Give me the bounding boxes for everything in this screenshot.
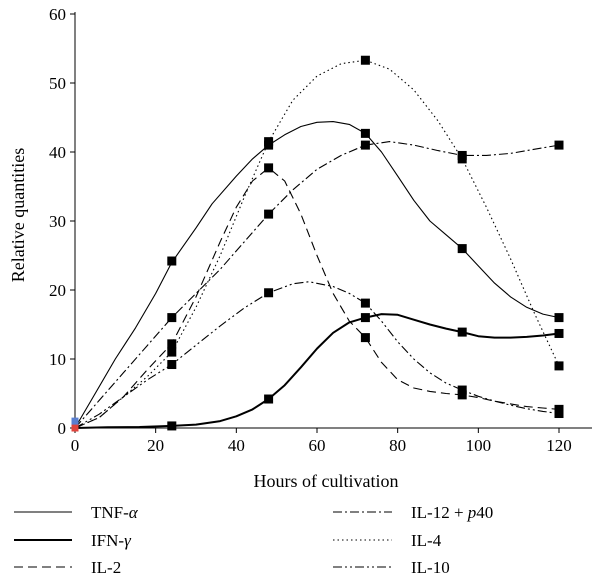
data-point-marker — [264, 209, 274, 219]
data-point-marker — [457, 385, 467, 395]
data-point-marker — [167, 347, 177, 357]
x-tick-label: 100 — [466, 436, 492, 455]
data-markers — [71, 55, 564, 432]
series-lines — [74, 59, 560, 429]
y-tick-label: 40 — [49, 143, 66, 162]
data-point-marker — [457, 154, 467, 164]
x-tick-label: 0 — [71, 436, 80, 455]
data-point-marker — [167, 256, 177, 266]
data-point-marker — [457, 327, 467, 337]
data-point-marker — [360, 313, 370, 323]
data-point-marker — [360, 140, 370, 150]
x-axis-ticks: 0 20 40 60 80 100 120 — [71, 428, 572, 455]
data-point-marker — [457, 390, 467, 400]
y-axis-ticks: 0 10 20 30 40 50 60 — [49, 5, 75, 438]
series-line-4 — [74, 59, 560, 429]
data-point-marker — [264, 288, 274, 298]
y-tick-label: 60 — [49, 5, 66, 24]
origin-marker — [71, 417, 79, 425]
y-tick-label: 10 — [49, 350, 66, 369]
series-line-1 — [74, 313, 560, 429]
y-axis-label: Relative quantities — [8, 148, 28, 282]
x-tick-label: 60 — [309, 436, 326, 455]
data-point-marker — [360, 333, 370, 343]
data-point-marker — [554, 361, 564, 371]
data-point-marker — [360, 128, 370, 138]
legend-label-1: IFN-γ — [91, 531, 132, 550]
x-tick-label: 20 — [147, 436, 164, 455]
y-tick-label: 0 — [58, 419, 67, 438]
data-point-marker — [554, 313, 564, 323]
x-tick-label: 120 — [546, 436, 572, 455]
data-point-marker — [264, 394, 274, 404]
data-point-marker — [167, 339, 177, 349]
legend: TNF-α IFN-γ IL-2 IL-12 + p40 IL-4 IL-10 — [14, 503, 493, 577]
data-point-marker — [554, 140, 564, 150]
data-point-marker — [360, 55, 370, 65]
legend-label-2: IL-2 — [91, 558, 121, 577]
y-tick-label: 30 — [49, 212, 66, 231]
data-point-marker — [554, 328, 564, 338]
data-point-marker — [167, 313, 177, 323]
data-point-marker — [264, 163, 274, 173]
legend-label-0: TNF-α — [91, 503, 139, 522]
data-point-marker — [457, 244, 467, 254]
x-axis-label: Hours of cultivation — [254, 471, 399, 491]
origin-marker — [71, 424, 79, 432]
legend-label-4: IL-4 — [411, 531, 442, 550]
legend-label-3: IL-12 + p40 — [411, 503, 493, 522]
legend-label-5: IL-10 — [411, 558, 450, 577]
series-line-5 — [74, 281, 560, 429]
data-point-marker — [264, 137, 274, 147]
data-point-marker — [167, 421, 177, 431]
axes — [74, 12, 592, 429]
y-tick-label: 20 — [49, 281, 66, 300]
x-tick-label: 40 — [228, 436, 245, 455]
series-line-3 — [74, 141, 560, 429]
data-point-marker — [360, 298, 370, 308]
series-line-0 — [74, 121, 560, 429]
y-tick-label: 50 — [49, 74, 66, 93]
series-line-2 — [74, 167, 560, 429]
x-tick-label: 80 — [389, 436, 406, 455]
data-point-marker — [554, 409, 564, 419]
data-point-marker — [167, 360, 177, 370]
